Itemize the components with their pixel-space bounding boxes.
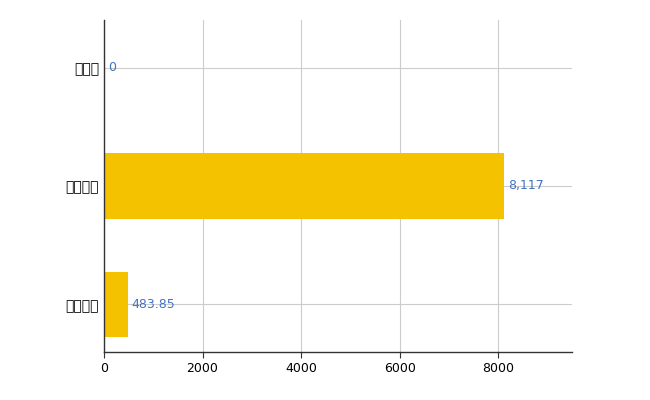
Text: 0: 0 (108, 61, 116, 74)
Bar (104, 272, 128, 337)
Bar (104, 154, 504, 218)
Text: 483.85: 483.85 (132, 298, 176, 311)
Text: 8,117: 8,117 (508, 180, 543, 192)
